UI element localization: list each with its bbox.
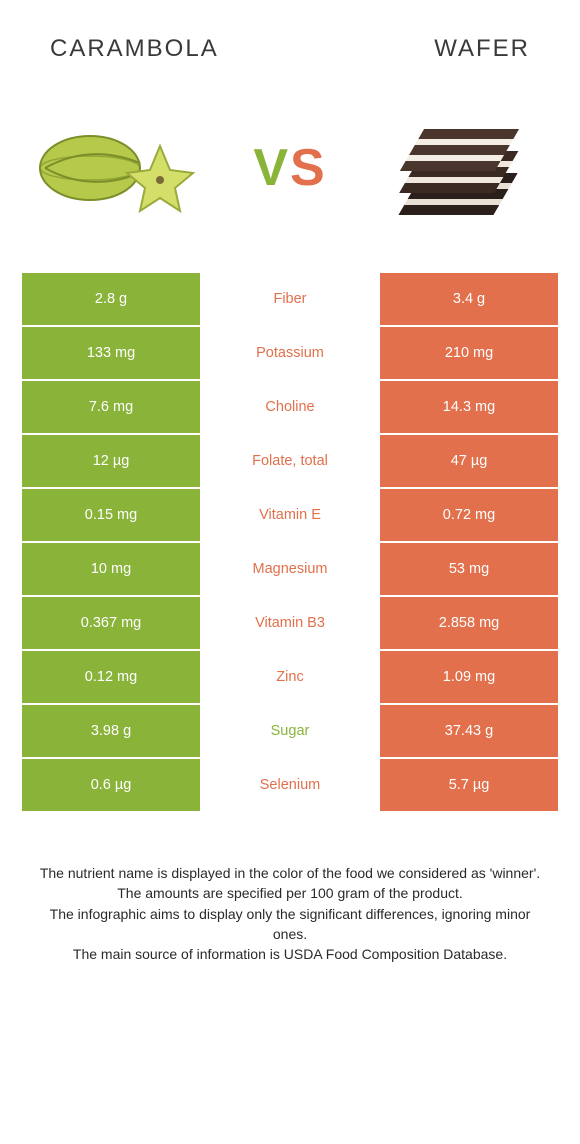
footnote-line: The infographic aims to display only the…: [38, 904, 542, 945]
right-value: 37.43 g: [380, 705, 558, 757]
right-value: 47 µg: [380, 435, 558, 487]
right-value: 53 mg: [380, 543, 558, 595]
nutrient-label: Folate, total: [200, 435, 380, 487]
left-value: 2.8 g: [22, 273, 200, 325]
nutrient-label: Fiber: [200, 273, 380, 325]
left-food-title: CARAMBOLA: [50, 35, 219, 63]
right-value: 210 mg: [380, 327, 558, 379]
header: CARAMBOLA WAFER: [0, 0, 580, 73]
table-row: 10 mgMagnesium53 mg: [22, 543, 558, 595]
right-value: 0.72 mg: [380, 489, 558, 541]
footnote-line: The nutrient name is displayed in the co…: [38, 863, 542, 883]
left-value: 0.12 mg: [22, 651, 200, 703]
left-value: 12 µg: [22, 435, 200, 487]
table-row: 0.367 mgVitamin B32.858 mg: [22, 597, 558, 649]
nutrient-label: Potassium: [200, 327, 380, 379]
table-row: 3.98 gSugar37.43 g: [22, 705, 558, 757]
vs-v-letter: V: [253, 139, 290, 197]
left-value: 7.6 mg: [22, 381, 200, 433]
table-row: 0.12 mgZinc1.09 mg: [22, 651, 558, 703]
carambola-icon: [35, 103, 195, 233]
table-row: 0.15 mgVitamin E0.72 mg: [22, 489, 558, 541]
table-row: 2.8 gFiber3.4 g: [22, 273, 558, 325]
nutrient-label: Choline: [200, 381, 380, 433]
left-value: 10 mg: [22, 543, 200, 595]
wafer-icon: [385, 103, 545, 233]
right-food-title: WAFER: [434, 35, 530, 63]
left-value: 0.15 mg: [22, 489, 200, 541]
right-value: 14.3 mg: [380, 381, 558, 433]
footnotes: The nutrient name is displayed in the co…: [0, 813, 580, 964]
footnote-line: The main source of information is USDA F…: [38, 944, 542, 964]
right-value: 1.09 mg: [380, 651, 558, 703]
nutrient-label: Selenium: [200, 759, 380, 811]
vs-badge: VS: [253, 138, 326, 198]
nutrient-label: Vitamin B3: [200, 597, 380, 649]
nutrient-label: Vitamin E: [200, 489, 380, 541]
left-value: 0.6 µg: [22, 759, 200, 811]
right-value: 3.4 g: [380, 273, 558, 325]
left-value: 133 mg: [22, 327, 200, 379]
vs-s-letter: S: [290, 139, 327, 197]
hero-row: VS: [0, 73, 580, 253]
left-value: 0.367 mg: [22, 597, 200, 649]
footnote-line: The amounts are specified per 100 gram o…: [38, 883, 542, 903]
nutrient-label: Magnesium: [200, 543, 380, 595]
table-row: 7.6 mgCholine14.3 mg: [22, 381, 558, 433]
nutrient-label: Zinc: [200, 651, 380, 703]
nutrient-label: Sugar: [200, 705, 380, 757]
left-value: 3.98 g: [22, 705, 200, 757]
table-row: 12 µgFolate, total47 µg: [22, 435, 558, 487]
table-row: 0.6 µgSelenium5.7 µg: [22, 759, 558, 811]
right-value: 2.858 mg: [380, 597, 558, 649]
nutrient-table: 2.8 gFiber3.4 g133 mgPotassium210 mg7.6 …: [22, 273, 558, 811]
table-row: 133 mgPotassium210 mg: [22, 327, 558, 379]
right-value: 5.7 µg: [380, 759, 558, 811]
